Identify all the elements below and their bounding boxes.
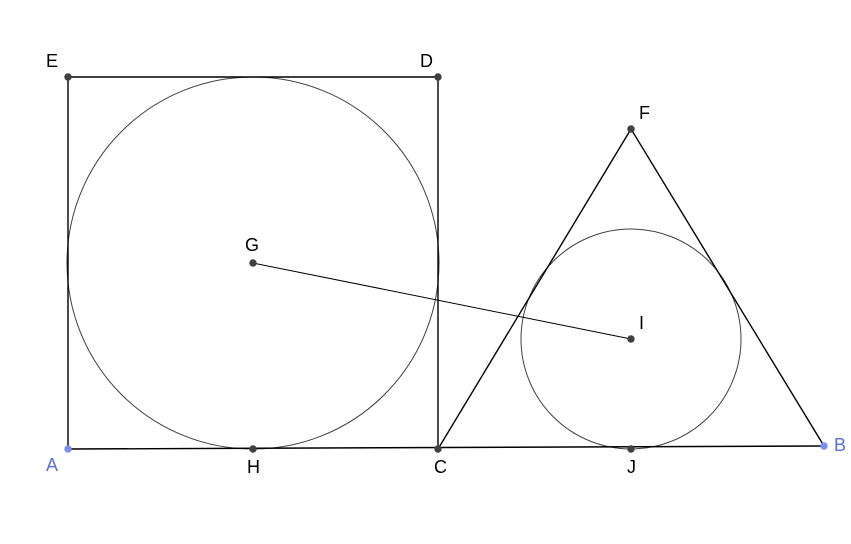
canvas-bg	[0, 0, 851, 544]
point-h	[250, 446, 256, 452]
point-j	[628, 446, 634, 452]
point-a	[65, 446, 71, 452]
label-a: A	[46, 455, 58, 475]
point-c	[435, 446, 441, 452]
label-d: D	[420, 51, 433, 71]
label-h: H	[247, 457, 260, 477]
point-f	[628, 126, 634, 132]
geometry-diagram: A B C D E F G H I J	[0, 0, 851, 544]
point-g	[250, 260, 256, 266]
label-j: J	[627, 457, 636, 477]
point-e	[65, 74, 71, 80]
point-i	[628, 336, 634, 342]
label-c: C	[434, 457, 447, 477]
label-b: B	[834, 435, 846, 455]
label-i: I	[639, 313, 644, 333]
label-e: E	[46, 51, 58, 71]
label-g: G	[245, 235, 259, 255]
point-d	[435, 74, 441, 80]
label-f: F	[639, 103, 650, 123]
point-b	[821, 443, 827, 449]
